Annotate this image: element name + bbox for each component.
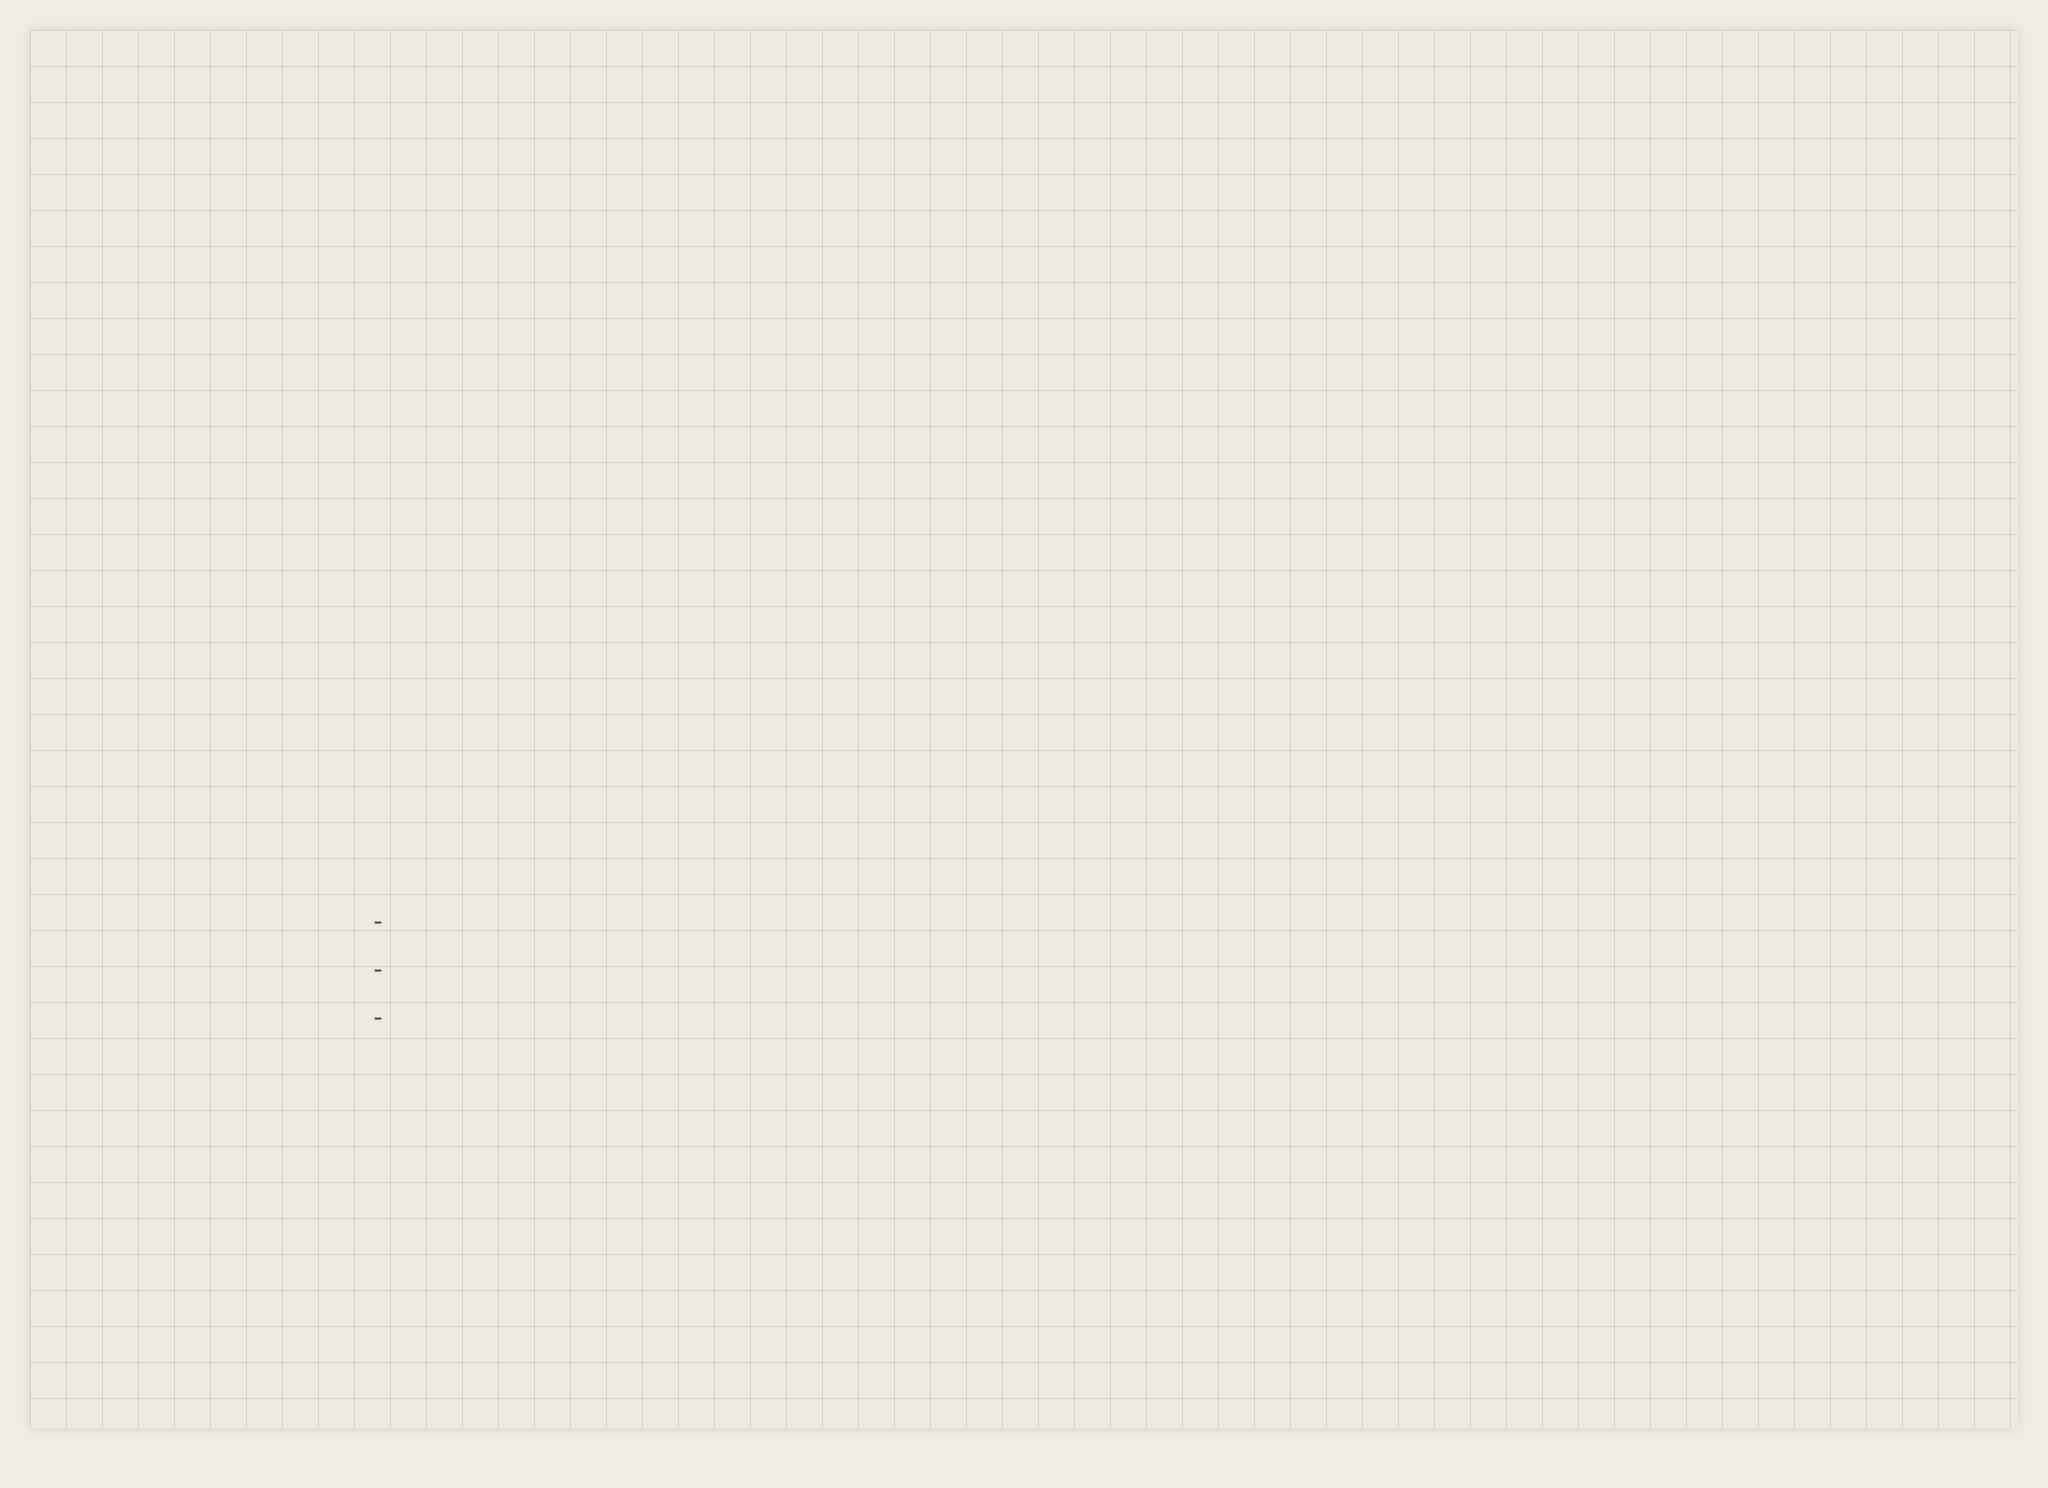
tree-future: [30, 30, 330, 180]
legend: - - -: [340, 900, 417, 1044]
page: - - -: [30, 30, 2018, 1428]
content-layer: - - -: [30, 30, 2018, 1428]
legend-row-L: -: [340, 900, 417, 948]
legend-row-M: -: [340, 948, 417, 996]
legend-row-A: -: [340, 996, 417, 1044]
